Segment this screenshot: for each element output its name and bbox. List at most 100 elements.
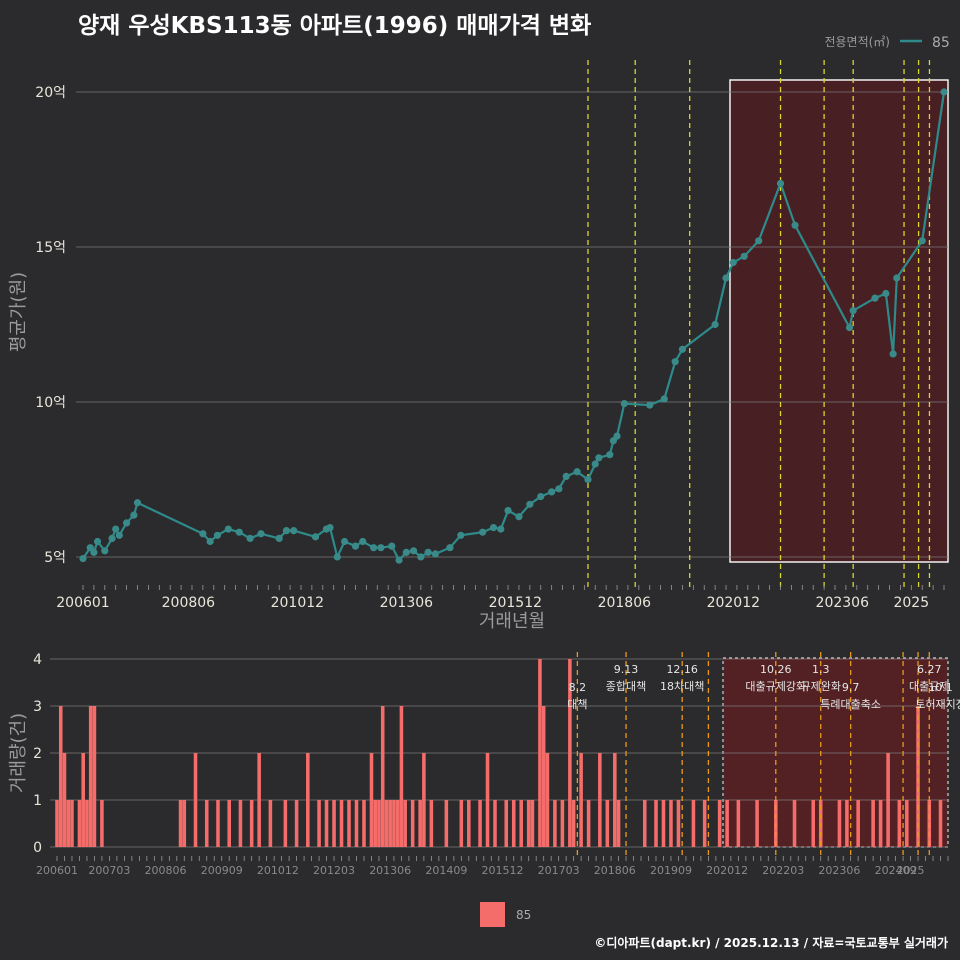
volume-bar (100, 800, 104, 847)
volume-highlight-box (722, 657, 949, 848)
price-point (206, 537, 214, 546)
volume-bar (347, 800, 351, 847)
price-legend-entry: 85 (932, 35, 950, 51)
price-point (388, 542, 396, 550)
volume-y-tick-label: 0 (33, 840, 42, 856)
price-point (845, 324, 854, 332)
price-point (537, 492, 545, 501)
policy-annotation-label: 대책 (567, 698, 587, 711)
volume-bar (324, 800, 329, 847)
volume-x-tick-label: 200909 (201, 864, 243, 877)
price-point (620, 399, 628, 408)
price-point (555, 485, 563, 493)
price-point (424, 548, 432, 556)
policy-annotation-date: 8.2 (569, 681, 587, 694)
volume-bar (871, 800, 875, 847)
volume-x-tick-label: 201909 (650, 864, 692, 877)
policy-annotation-date: 12.16 (666, 663, 698, 676)
volume-x-tick-label: 201806 (594, 864, 636, 877)
volume-bar (541, 706, 546, 847)
volume-bar-chart: 8.2 대책 9.13 종합대책 12.16 18차대책 10.26 대출규제강화 1.3 규제완… (8, 652, 960, 877)
price-point (595, 454, 603, 462)
price-point (711, 320, 719, 329)
price-y-ticks: 5억 10억 15억 20억 (35, 85, 66, 566)
price-point (871, 294, 879, 302)
volume-bar (755, 800, 759, 847)
price-point (333, 553, 341, 561)
volume-bars (55, 659, 943, 847)
volume-gridlines (50, 658, 948, 848)
volume-bar (88, 706, 93, 847)
price-point (606, 451, 614, 459)
price-x-axis-title: 거래년월 (479, 611, 545, 632)
volume-bar (568, 659, 572, 847)
volume-bar (642, 800, 647, 847)
price-point (133, 499, 142, 507)
price-point (791, 221, 799, 229)
policy-annotation-label: 특례대출축소 (820, 698, 881, 711)
volume-bar (478, 800, 482, 847)
page-title: 양재 우성KBS113동 아파트(1996) 매매가격 변화 (78, 13, 592, 39)
volume-bar (388, 800, 392, 847)
price-point (678, 345, 687, 353)
volume-y-axis-title: 거래량(건) (8, 713, 29, 793)
volume-bar (422, 753, 426, 847)
policy-annotation-date: 10.26 (760, 663, 792, 676)
volume-bar (58, 706, 63, 847)
volume-bar (70, 800, 74, 847)
price-y-tick-label: 20억 (35, 85, 66, 101)
policy-annotation-date: 9.13 (614, 663, 639, 676)
price-point (562, 472, 570, 480)
volume-bar (85, 800, 89, 847)
price-point (671, 358, 679, 366)
policy-annotation-label: 규제완화 (800, 680, 840, 693)
volume-y-tick-label: 3 (33, 699, 42, 715)
price-point (722, 274, 730, 282)
policy-annotation-date: 6.27 (917, 663, 942, 676)
volume-bar (579, 753, 583, 847)
price-x-tick-label: 201306 (380, 595, 434, 611)
policy-annotation-label: 대출규제강화 (745, 680, 806, 693)
volume-bar (55, 800, 59, 847)
volume-bar (399, 706, 404, 847)
volume-bar (654, 800, 658, 847)
volume-legend-swatch (480, 902, 505, 927)
volume-bar (257, 753, 261, 847)
volume-bar (485, 753, 490, 847)
volume-x-tick-label: 202203 (762, 864, 804, 877)
price-point (370, 544, 378, 552)
price-series-points (79, 88, 948, 564)
price-point (489, 523, 498, 532)
volume-bar (676, 800, 681, 847)
price-y-tick-label: 5억 (44, 550, 66, 566)
volume-x-tick-label: 201703 (538, 864, 580, 877)
price-point (213, 531, 222, 539)
volume-bar (380, 706, 385, 847)
volume-bar (444, 800, 449, 847)
price-point (515, 513, 523, 521)
volume-bar (403, 800, 407, 847)
volume-x-tick-label: 201512 (482, 864, 524, 877)
volume-bar (792, 800, 797, 847)
price-point (417, 553, 425, 561)
volume-bar (511, 800, 516, 847)
volume-bar (204, 800, 209, 847)
price-y-axis-title: 평균가(원) (8, 272, 29, 352)
volume-bar (62, 753, 67, 847)
price-point (79, 554, 87, 563)
policy-annotation-label: 18차대책 (660, 680, 704, 693)
volume-x-tick-label: 200601 (36, 864, 78, 877)
volume-bar (669, 800, 673, 847)
price-point (755, 237, 763, 245)
volume-bar (249, 800, 254, 847)
volume-x-tick-label: 201306 (369, 864, 411, 877)
volume-bar (238, 800, 243, 847)
volume-x-tick-label: 202012 (706, 864, 748, 877)
price-x-tick-label: 202306 (816, 595, 870, 611)
volume-bar (178, 800, 183, 847)
price-point (613, 432, 621, 440)
volume-bar (227, 800, 231, 847)
volume-bar (616, 800, 621, 847)
volume-bar (938, 800, 943, 847)
